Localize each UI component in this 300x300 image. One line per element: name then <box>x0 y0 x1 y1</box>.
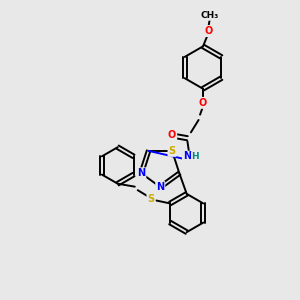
Text: N: N <box>183 152 191 161</box>
Text: H: H <box>191 152 199 161</box>
Text: O: O <box>204 26 212 36</box>
Text: S: S <box>169 146 176 156</box>
Text: O: O <box>168 130 176 140</box>
Text: N: N <box>156 182 164 192</box>
Text: N: N <box>137 168 145 178</box>
Text: CH₃: CH₃ <box>201 11 219 20</box>
Text: O: O <box>199 98 207 108</box>
Text: S: S <box>147 194 155 204</box>
